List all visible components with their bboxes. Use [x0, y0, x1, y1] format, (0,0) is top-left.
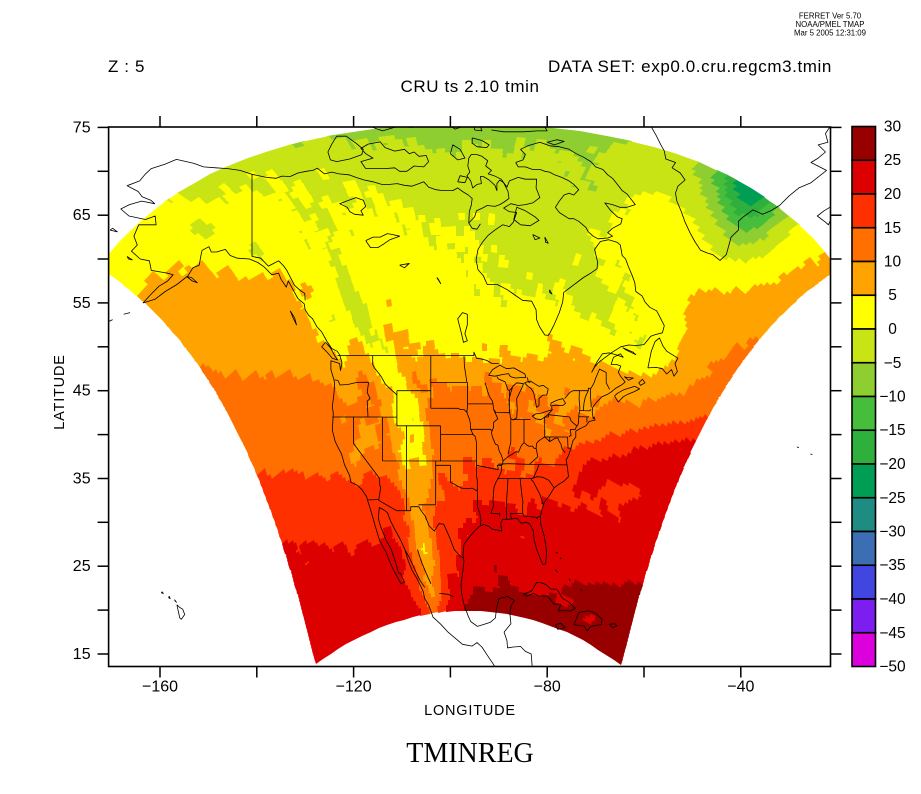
svg-text:20: 20	[884, 186, 902, 203]
svg-text:−10: −10	[879, 389, 906, 406]
svg-text:NOAA/PMEL TMAP: NOAA/PMEL TMAP	[796, 20, 865, 29]
svg-text:−50: −50	[879, 659, 906, 676]
svg-text:5: 5	[888, 287, 897, 304]
svg-text:−40: −40	[879, 591, 906, 608]
svg-text:FERRET Ver 5.70: FERRET Ver 5.70	[799, 12, 862, 21]
svg-text:LONGITUDE: LONGITUDE	[424, 703, 516, 719]
svg-text:−15: −15	[879, 422, 905, 439]
svg-text:65: 65	[73, 207, 91, 224]
svg-text:45: 45	[73, 383, 91, 400]
svg-text:55: 55	[73, 295, 91, 312]
svg-text:30: 30	[884, 119, 902, 136]
svg-text:−35: −35	[879, 557, 905, 574]
svg-text:DATA SET: exp0.0.cru.regcm3.tm: DATA SET: exp0.0.cru.regcm3.tmin	[548, 57, 832, 76]
svg-text:−5: −5	[884, 355, 902, 372]
svg-text:−20: −20	[879, 456, 906, 473]
svg-text:75: 75	[73, 119, 91, 136]
svg-text:10: 10	[884, 254, 902, 271]
svg-text:15: 15	[884, 220, 901, 237]
svg-text:−30: −30	[879, 524, 906, 541]
svg-text:−40: −40	[727, 679, 754, 696]
svg-text:35: 35	[73, 471, 91, 488]
svg-text:Z : 5: Z : 5	[108, 57, 145, 76]
svg-text:25: 25	[73, 558, 91, 575]
svg-text:25: 25	[884, 152, 901, 169]
svg-text:Mar 5 2005 12:31:09: Mar 5 2005 12:31:09	[794, 28, 866, 37]
svg-text:LATITUDE: LATITUDE	[52, 354, 68, 429]
svg-text:−80: −80	[534, 679, 561, 696]
svg-text:15: 15	[73, 646, 91, 663]
svg-text:CRU ts 2.10 tmin: CRU ts 2.10 tmin	[400, 77, 539, 96]
svg-text:−120: −120	[336, 679, 372, 696]
svg-text:−25: −25	[879, 490, 905, 507]
svg-text:−160: −160	[142, 679, 178, 696]
svg-text:0: 0	[888, 321, 897, 338]
svg-text:−45: −45	[879, 625, 905, 642]
svg-text:TMINREG: TMINREG	[406, 738, 534, 769]
